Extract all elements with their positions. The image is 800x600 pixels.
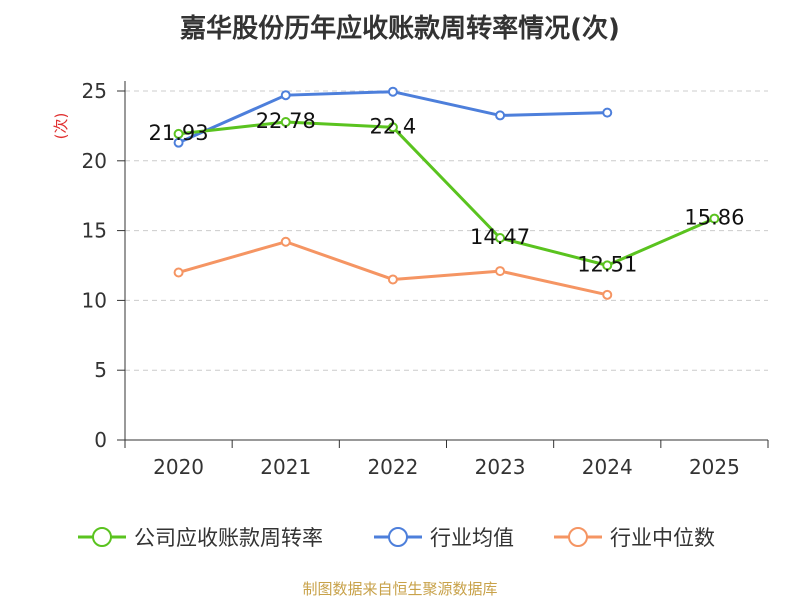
data-point [280, 90, 291, 101]
source-note: 制图数据来自恒生聚源数据库 [302, 580, 498, 598]
x-tick-label: 2020 [153, 455, 204, 479]
y-tick-label: 20 [82, 149, 107, 173]
legend: 公司应收账款周转率 行业均值 行业中位数 [78, 526, 715, 550]
y-tick-label: 25 [82, 79, 107, 103]
series-lines [173, 86, 720, 300]
x-tick-label: 2023 [475, 455, 526, 479]
data-point [280, 116, 291, 127]
y-tick-label: 0 [94, 428, 107, 452]
data-point [602, 260, 613, 271]
data-point [495, 110, 506, 121]
data-point [495, 266, 506, 277]
legend-marker [388, 527, 408, 547]
y-tick-label: 5 [94, 358, 107, 382]
data-point [709, 213, 720, 224]
data-point [602, 107, 613, 118]
legend-marker [568, 527, 588, 547]
data-point [495, 232, 506, 243]
x-tick-label: 2021 [260, 455, 311, 479]
series-line-0 [178, 120, 716, 267]
data-label: 12.51 [577, 252, 637, 276]
y-axis-label: (次) [52, 113, 70, 140]
data-point [280, 236, 291, 247]
x-tick-label: 2025 [689, 455, 740, 479]
grid-lines [125, 90, 768, 371]
legend-label: 公司应收账款周转率 [134, 526, 323, 550]
data-label: 22.78 [256, 109, 316, 133]
x-tick-label: 2022 [367, 455, 418, 479]
data-label: 21.93 [149, 121, 209, 145]
data-label: 15.86 [684, 206, 744, 230]
legend-marker [92, 527, 112, 547]
legend-label: 行业中位数 [610, 526, 715, 550]
data-label: 22.4 [370, 114, 417, 138]
legend-label: 行业均值 [430, 526, 514, 550]
data-point [602, 289, 613, 300]
data-point [387, 274, 398, 285]
data-point [173, 267, 184, 278]
y-tick-label: 15 [82, 219, 107, 243]
data-point [387, 86, 398, 97]
x-tick-label: 2024 [582, 455, 633, 479]
chart-title: 嘉华股份历年应收账款周转率情况(次) [180, 14, 620, 44]
data-point [387, 122, 398, 133]
data-labels: 21.93 22.78 22.4 14.47 12.51 15.86 [149, 109, 745, 276]
y-tick-label: 10 [82, 288, 107, 312]
data-label: 14.47 [470, 225, 530, 249]
data-point [173, 128, 184, 139]
